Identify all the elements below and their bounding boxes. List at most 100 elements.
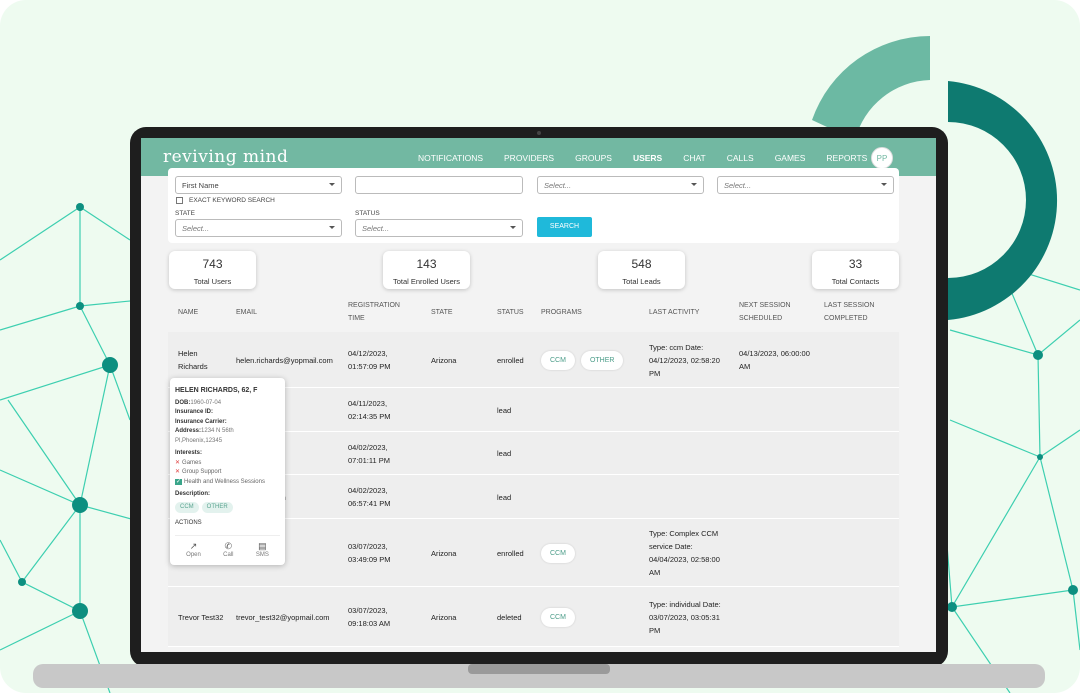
select-text: Select... xyxy=(544,181,572,190)
cell: enrolled xyxy=(497,332,533,388)
camera xyxy=(537,131,541,135)
registration: 04/11/2023, 02:14:35 PM xyxy=(348,399,391,421)
cell: 03/07/2023, 09:18:03 AM xyxy=(348,587,412,647)
select-text: Select... xyxy=(362,224,390,233)
stat-card: 548 Total Leads xyxy=(598,251,685,289)
table-row[interactable]: Trevor Test32 trevor_test32@yopmail.com 03… xyxy=(168,587,899,647)
stat-label: Total Leads xyxy=(622,277,661,286)
interests: ✕ Games ✕ Group Support ✓ Health and Wellness… xyxy=(175,459,280,488)
nav-item[interactable]: GAMES xyxy=(774,153,806,163)
arc-dark xyxy=(948,81,1058,320)
avatar[interactable]: PP xyxy=(871,147,893,169)
column-header: EMAIL xyxy=(236,308,258,316)
stat-card: 143 Total Enrolled Users xyxy=(383,251,470,289)
checkbox[interactable] xyxy=(176,197,183,204)
cell: Arizona xyxy=(431,332,485,388)
select-text: Select... xyxy=(182,224,210,233)
cell: 04/02/2023, 06:57:41 PM xyxy=(348,475,412,519)
first-name-select[interactable]: First Name xyxy=(175,176,342,194)
last-activity: Type: ccm Date: 04/12/2023, 02:58:20 PM xyxy=(649,342,720,378)
cell: 04/11/2023, 02:14:35 PM xyxy=(348,388,412,432)
nav-item[interactable]: NOTIFICATIONS xyxy=(418,153,484,163)
select[interactable]: Select... xyxy=(717,176,894,194)
interest: ✕ Games xyxy=(175,459,280,469)
state-label: STATE xyxy=(175,210,195,217)
dob: DOB:1960-07-04 xyxy=(175,399,280,409)
laptop-notch xyxy=(468,664,610,674)
state: Arizona xyxy=(431,355,457,365)
nav-item[interactable]: PROVIDERS xyxy=(504,153,555,163)
search-button[interactable]: SEARCH xyxy=(537,217,592,237)
status: enrolled xyxy=(497,548,524,558)
program-chip[interactable]: CCM xyxy=(541,350,575,370)
registration: 04/02/2023, 06:57:41 PM xyxy=(348,486,391,508)
email: helen.richards@yopmail.com xyxy=(236,355,333,365)
action[interactable]: ✆ Call xyxy=(223,540,233,561)
programs-cell: CCM xyxy=(541,587,640,647)
program-chip: CCM xyxy=(175,501,199,513)
arc-light xyxy=(812,36,930,140)
program-chip[interactable]: CCM xyxy=(541,543,575,563)
label: DOB: xyxy=(175,399,191,406)
popup-title: HELEN RICHARDS, 62, F xyxy=(175,387,258,394)
interest-text: Health and Wellness Sessions xyxy=(184,478,265,485)
stat-value: 143 xyxy=(416,257,437,271)
last-activity: Type: Complex CCM service Date: 04/04/20… xyxy=(649,529,720,577)
interest-icon: ✕ xyxy=(175,469,181,475)
column-header: STATE xyxy=(431,308,453,316)
nav-item[interactable]: REPORTS xyxy=(826,153,868,163)
cell: trevor_test32@yopmail.com xyxy=(236,587,340,647)
cell: lead xyxy=(497,432,533,475)
programs-cell: CCM xyxy=(541,519,640,587)
program-chip[interactable]: OTHER xyxy=(580,350,624,370)
cell: Arizona xyxy=(431,587,485,647)
status: lead xyxy=(497,449,512,458)
status: enrolled xyxy=(497,355,524,365)
state: Arizona xyxy=(431,612,457,622)
stat-label: Total Users xyxy=(193,277,232,286)
action-icon: ✆ xyxy=(224,540,233,551)
cell: 04/12/2023, 01:57:09 PM xyxy=(348,332,412,388)
nav-item[interactable]: CALLS xyxy=(726,153,754,163)
nav-item[interactable]: CHAT xyxy=(683,153,706,163)
cell: deleted xyxy=(497,587,533,647)
state-select[interactable]: Select... xyxy=(175,219,342,237)
column-header: NEXT SESSION SCHEDULED xyxy=(739,302,791,322)
status-select[interactable]: Select... xyxy=(355,219,523,237)
last-activity: Type: individual Date: 03/07/2023, 03:05… xyxy=(649,599,721,635)
action-icon: ↗ xyxy=(189,540,198,551)
cell: Arizona xyxy=(431,519,485,587)
value: 1234 N 56th Pl,Phoenix,12345 xyxy=(175,428,234,444)
cell: enrolled xyxy=(497,519,533,587)
column-header: LAST ACTIVITY xyxy=(649,308,700,316)
registration: 04/12/2023, 01:57:09 PM xyxy=(348,349,391,371)
state: Arizona xyxy=(431,548,457,558)
action[interactable]: ↗ Open xyxy=(186,540,201,561)
column-header: PROGRAMS xyxy=(541,308,582,316)
action-icon: ▤ xyxy=(258,540,267,551)
status: lead xyxy=(497,405,512,415)
search-input[interactable] xyxy=(355,176,523,194)
program-chip: OTHER xyxy=(201,501,233,513)
cell: Type: individual Date: 03/07/2023, 03:05… xyxy=(649,587,728,647)
stat-value: 33 xyxy=(848,257,863,271)
cell: Type: Complex CCM service Date: 04/04/20… xyxy=(649,519,728,587)
column-header: REGISTRATION TIME xyxy=(348,302,400,322)
next-session: 04/13/2023, 06:00:00 AM xyxy=(739,349,810,371)
program-chip[interactable]: CCM xyxy=(541,607,575,627)
nav-item[interactable]: GROUPS xyxy=(575,153,612,163)
select[interactable]: Select... xyxy=(537,176,704,194)
cell: Type: ccm Date: 04/12/2023, 02:58:20 PM xyxy=(649,332,728,388)
table-row[interactable]: Helen Richards helen.richards@yopmail.com… xyxy=(168,332,899,388)
column-header: LAST SESSION COMPLETED xyxy=(824,302,875,322)
nav: NOTIFICATIONS PROVIDERS GROUPS USERS CHAT CAL… xyxy=(418,153,867,163)
action[interactable]: ▤ SMS xyxy=(256,540,269,561)
cell: lead xyxy=(497,388,533,432)
nav-item[interactable]: USERS xyxy=(632,153,663,163)
user-popup: HELEN RICHARDS, 62, F DOB:1960-07-04 Ins… xyxy=(170,378,285,565)
stat-label: Total Enrolled Users xyxy=(392,277,461,286)
